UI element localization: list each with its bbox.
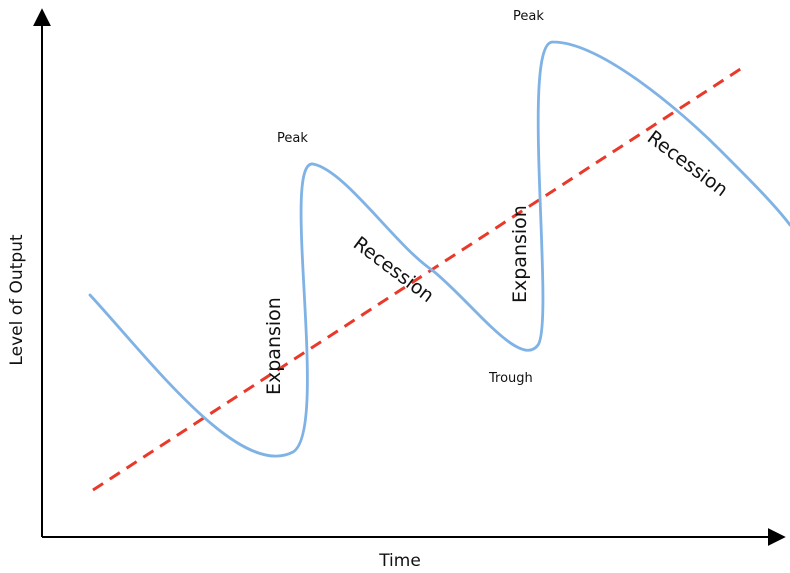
expansion-label-2: Expansion — [509, 205, 531, 303]
expansion-label-1: Expansion — [263, 297, 285, 395]
peak-label-1: Peak — [277, 131, 308, 146]
recession-label-1: Recession — [349, 232, 438, 307]
trough-label: Trough — [488, 371, 533, 386]
business-cycle-curve — [88, 40, 790, 458]
x-axis-label: Time — [378, 551, 421, 571]
recession-label-2: Recession — [643, 126, 732, 201]
y-axis-label: Level of Output — [7, 234, 27, 365]
peak-label-2: Peak — [513, 9, 544, 24]
trend-line — [92, 66, 743, 492]
